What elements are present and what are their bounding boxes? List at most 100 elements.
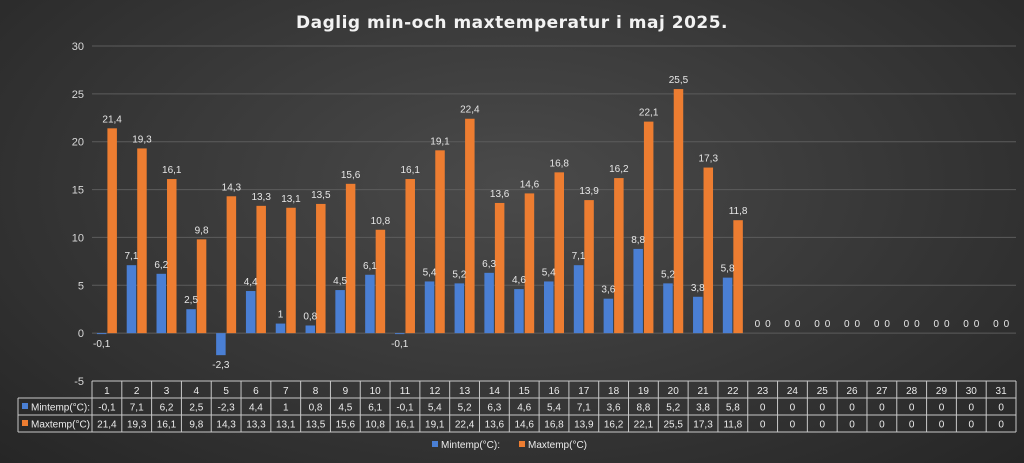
y-tick-label: 0 [78, 328, 84, 340]
min-data-label: 5,2 [452, 269, 466, 280]
min-bar [245, 291, 256, 334]
min-bar [216, 333, 226, 356]
max-data-label: 0 [974, 319, 980, 330]
x-tick-label: 3 [164, 386, 170, 397]
table-cell: 14,6 [514, 420, 534, 431]
max-bar [286, 207, 296, 334]
max-data-label: 9,8 [195, 225, 209, 236]
x-tick-label: 13 [459, 386, 471, 397]
min-data-label: -0,1 [93, 339, 111, 350]
max-data-label: 17,3 [699, 154, 719, 165]
min-bar [544, 281, 554, 334]
table-cell: 0 [879, 420, 885, 431]
min-data-label: 0 [963, 319, 969, 330]
table-cell: 7,1 [130, 403, 144, 414]
max-bar [256, 205, 266, 334]
min-bar [335, 290, 345, 334]
min-bar [633, 248, 643, 334]
min-bar [275, 323, 286, 334]
min-bar [454, 283, 465, 334]
table-cell: -0,1 [98, 403, 116, 414]
legend-key [519, 441, 525, 447]
min-data-label: 5,8 [721, 264, 735, 275]
max-data-label: 21,4 [102, 114, 122, 125]
table-cell: 7,1 [577, 403, 591, 414]
table-cell: 4,5 [338, 403, 352, 414]
bars [96, 89, 743, 356]
min-data-label: 6,3 [482, 259, 496, 270]
table-cell: 9,8 [189, 420, 203, 431]
table-cell: 0 [998, 420, 1004, 431]
table-cell: -0,1 [396, 403, 414, 414]
min-bar [693, 296, 703, 334]
table-cell: 3,8 [696, 403, 710, 414]
min-data-label: 5,2 [661, 269, 675, 280]
max-bar [614, 178, 624, 334]
table-cell: 0 [790, 403, 796, 414]
table-cell: 6,3 [487, 403, 501, 414]
y-tick-label: -5 [74, 376, 84, 388]
max-data-label: 13,6 [490, 189, 510, 200]
min-bar [484, 272, 494, 334]
x-tick-label: 11 [400, 386, 411, 397]
table-cell: 0 [849, 420, 855, 431]
max-bar [405, 179, 415, 334]
min-data-label: 0 [755, 319, 761, 330]
table-cell: 0 [819, 420, 825, 431]
x-tick-label: 19 [638, 386, 650, 397]
min-data-label: -2,3 [212, 360, 230, 371]
y-axis: -5 0 5 10 15 20 25 30 [72, 41, 84, 388]
min-bar [126, 265, 137, 334]
x-tick-label: 7 [283, 386, 289, 397]
max-data-label: 16,1 [162, 165, 182, 176]
min-data-label: 0 [814, 319, 820, 330]
x-tick-label: 22 [727, 386, 739, 397]
min-data-label: 0 [933, 319, 939, 330]
max-bar [703, 167, 714, 334]
table-series-name: Maxtemp(°C) [31, 420, 90, 431]
table-cell: 0 [819, 403, 825, 414]
table-cell: 5,4 [547, 403, 561, 414]
min-bar [722, 277, 733, 334]
min-data-label: -0,1 [391, 339, 409, 350]
table-cell: -2,3 [218, 403, 236, 414]
table-cell: 19,3 [127, 420, 147, 431]
max-data-label: 13,1 [281, 194, 301, 205]
table-cell: 22,4 [455, 420, 475, 431]
max-data-label: 19,1 [430, 136, 450, 147]
x-tick-label: 17 [578, 386, 590, 397]
table-cell: 0 [909, 420, 915, 431]
max-data-label: 16,2 [609, 164, 629, 175]
table-cell: 0 [998, 403, 1004, 414]
y-tick-label: 15 [72, 185, 84, 197]
x-tick-label: 18 [608, 386, 620, 397]
table-cell: 14,3 [216, 420, 236, 431]
y-tick-label: 10 [72, 232, 84, 244]
max-bar [107, 128, 117, 334]
table-cell: 13,9 [574, 420, 594, 431]
y-tick-label: 30 [72, 41, 84, 53]
min-data-label: 5,4 [423, 267, 437, 278]
table-cell: 25,5 [663, 420, 683, 431]
max-bar [524, 193, 535, 334]
data-table: 1 2 3 4 5 6 7 8 9 10 11 12 13 14 15 16 17 18 19 20 21 22 23 24 2… [17, 380, 1017, 433]
table-cell: 5,2 [458, 403, 472, 414]
table-cell: 4,6 [517, 403, 531, 414]
max-bar [137, 148, 147, 334]
x-tick-label: 15 [519, 386, 531, 397]
min-data-label: 4,4 [244, 277, 258, 288]
legend-key [432, 441, 438, 447]
min-data-label: 4,5 [333, 276, 347, 287]
x-tick-label: 2 [134, 386, 140, 397]
x-tick-label: 20 [668, 386, 680, 397]
max-data-label: 0 [795, 319, 801, 330]
min-data-label: 3,8 [691, 283, 705, 294]
max-data-label: 0 [855, 319, 861, 330]
table-cell: 5,2 [666, 403, 680, 414]
table-cell: 6,1 [368, 403, 382, 414]
max-bar [167, 179, 177, 334]
x-tick-label: 8 [313, 386, 319, 397]
max-bar [554, 172, 564, 334]
x-tick-label: 5 [223, 386, 229, 397]
